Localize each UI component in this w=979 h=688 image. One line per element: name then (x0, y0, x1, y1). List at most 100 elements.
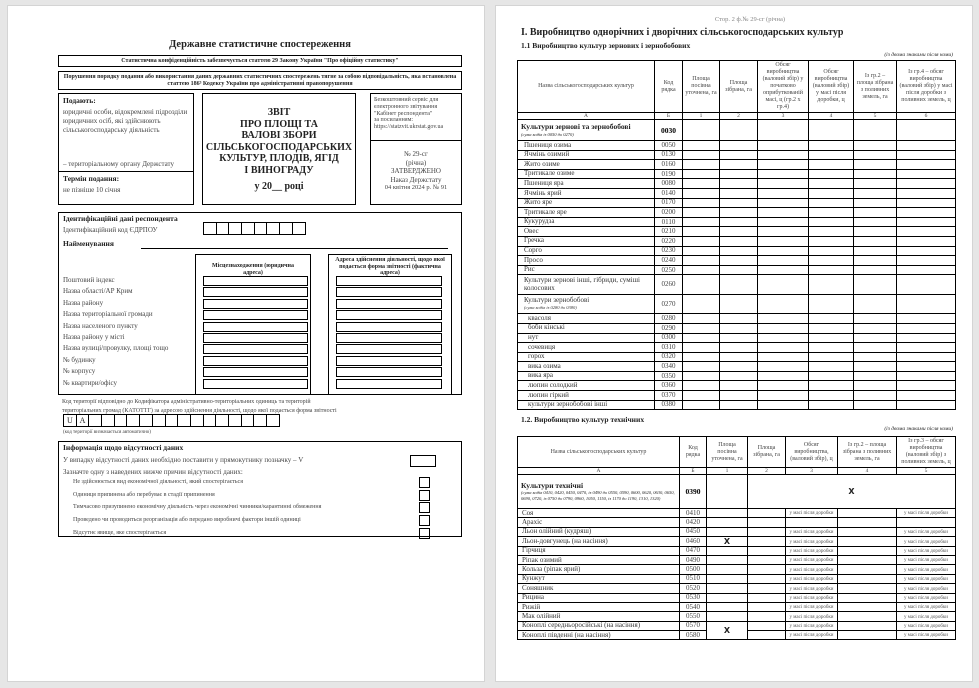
data-cell[interactable] (896, 168, 956, 180)
data-cell[interactable] (682, 187, 720, 199)
data-cell[interactable] (719, 361, 758, 372)
data-cell[interactable] (853, 245, 897, 257)
data-cell[interactable] (808, 342, 854, 353)
data-cell[interactable]: у масі після доробки (896, 583, 956, 594)
data-cell[interactable] (853, 168, 897, 180)
data-cell[interactable] (757, 274, 809, 295)
data-cell[interactable] (757, 178, 809, 189)
katottg-cell[interactable] (229, 415, 242, 426)
data-cell[interactable] (682, 390, 720, 401)
data-cell[interactable] (747, 564, 786, 575)
data-cell[interactable] (853, 140, 897, 151)
data-cell[interactable] (837, 601, 897, 613)
data-cell[interactable] (808, 361, 854, 372)
absence-reason-checkbox[interactable] (419, 502, 430, 514)
data-cell[interactable] (682, 342, 720, 353)
edrpou-cell[interactable] (280, 223, 293, 234)
data-cell[interactable] (837, 583, 897, 594)
absence-reason-checkbox[interactable] (419, 527, 430, 539)
data-cell[interactable] (757, 197, 809, 209)
data-cell[interactable] (757, 149, 809, 161)
data-cell[interactable] (853, 149, 897, 161)
data-cell[interactable] (719, 399, 758, 411)
data-cell[interactable] (896, 119, 956, 141)
actual-address-input[interactable] (336, 310, 442, 321)
data-cell[interactable] (682, 361, 720, 372)
data-cell[interactable] (853, 207, 897, 218)
data-cell[interactable] (853, 255, 897, 266)
katottg-cell[interactable] (153, 415, 166, 426)
data-cell[interactable] (757, 119, 809, 141)
data-cell[interactable] (837, 592, 897, 603)
katottg-cell[interactable] (242, 415, 255, 426)
data-cell[interactable] (719, 293, 758, 315)
data-cell[interactable] (837, 545, 897, 556)
data-cell[interactable] (757, 264, 809, 276)
data-cell[interactable] (808, 226, 854, 237)
data-cell[interactable] (896, 140, 956, 151)
data-cell[interactable] (853, 399, 897, 411)
data-cell[interactable] (837, 611, 897, 622)
data-cell[interactable] (757, 159, 809, 170)
data-cell[interactable] (719, 255, 758, 266)
data-cell[interactable] (853, 274, 897, 295)
data-cell[interactable] (837, 573, 897, 585)
data-cell[interactable] (747, 583, 786, 594)
data-cell[interactable]: у масі після доробки (896, 592, 956, 603)
data-cell[interactable] (706, 592, 748, 603)
actual-address-input[interactable] (336, 321, 442, 332)
data-cell[interactable] (719, 216, 758, 228)
edrpou-cell[interactable] (267, 223, 281, 234)
data-cell[interactable] (808, 332, 854, 344)
data-cell[interactable] (682, 178, 720, 189)
name-input-line[interactable] (141, 248, 448, 249)
data-cell[interactable] (757, 380, 809, 392)
data-cell[interactable] (719, 168, 758, 180)
katottg-cell[interactable] (127, 415, 141, 426)
data-cell[interactable] (719, 149, 758, 161)
data-cell[interactable] (719, 197, 758, 209)
data-cell[interactable]: у масі після доробки (785, 564, 838, 575)
data-cell[interactable] (682, 274, 720, 295)
service-link[interactable]: https://statzvit.ukrstat.gov.ua (374, 124, 444, 131)
data-cell[interactable] (896, 399, 956, 411)
data-cell[interactable] (719, 159, 758, 170)
data-cell[interactable] (682, 370, 720, 382)
data-cell[interactable] (808, 255, 854, 266)
data-cell[interactable] (896, 322, 956, 334)
data-cell[interactable] (896, 332, 956, 344)
data-cell[interactable] (808, 313, 854, 324)
edrpou-cell[interactable] (255, 223, 268, 234)
data-cell[interactable] (706, 554, 748, 566)
data-cell[interactable] (896, 187, 956, 199)
data-cell[interactable] (808, 178, 854, 189)
data-cell[interactable] (719, 207, 758, 218)
data-cell[interactable] (706, 474, 748, 509)
data-cell[interactable] (719, 226, 758, 237)
data-cell[interactable] (706, 573, 748, 585)
data-cell[interactable] (808, 399, 854, 411)
data-cell[interactable] (719, 313, 758, 324)
data-cell[interactable] (719, 370, 758, 382)
data-cell[interactable] (682, 313, 720, 324)
actual-address-input[interactable] (336, 287, 442, 298)
data-cell[interactable] (853, 380, 897, 392)
data-cell[interactable]: у масі після доробки (785, 611, 838, 622)
data-cell[interactable] (853, 332, 897, 344)
data-cell[interactable]: у масі після доробки (785, 545, 838, 556)
data-cell[interactable] (719, 245, 758, 257)
data-cell[interactable] (896, 517, 956, 528)
data-cell[interactable] (719, 332, 758, 344)
data-cell[interactable] (808, 207, 854, 218)
data-cell[interactable] (747, 592, 786, 603)
data-cell[interactable] (837, 620, 897, 632)
data-cell[interactable] (896, 216, 956, 228)
data-cell[interactable] (747, 526, 786, 538)
data-cell[interactable]: у масі після доробки (896, 526, 956, 538)
data-cell[interactable] (682, 119, 720, 141)
data-cell[interactable]: у масі після доробки (785, 536, 838, 547)
data-cell[interactable] (706, 545, 748, 556)
data-cell[interactable] (682, 293, 720, 315)
katottg-cell[interactable] (204, 415, 217, 426)
